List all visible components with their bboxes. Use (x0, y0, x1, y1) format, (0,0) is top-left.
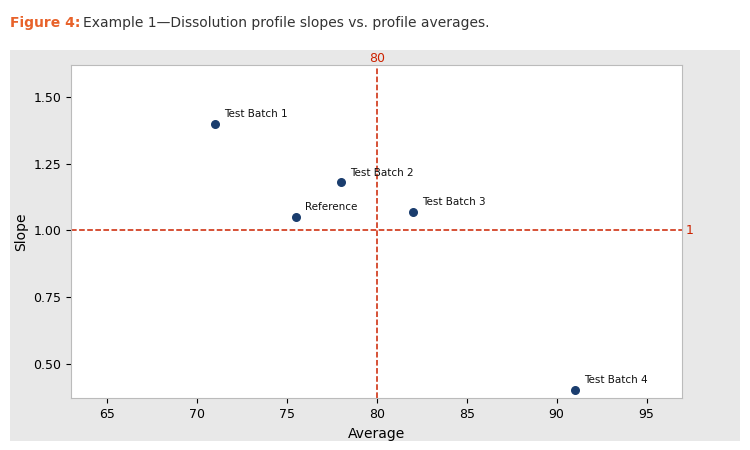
Text: Test Batch 2: Test Batch 2 (350, 168, 413, 178)
Text: 80: 80 (369, 52, 385, 65)
Text: Test Batch 4: Test Batch 4 (584, 375, 647, 386)
Text: Figure 4:: Figure 4: (10, 16, 85, 30)
Text: Reference: Reference (305, 202, 357, 212)
Point (335, 179, 347, 186)
Text: Example 1—Dissolution profile slopes vs. profile averages.: Example 1—Dissolution profile slopes vs.… (83, 16, 490, 30)
Point (406, 208, 418, 216)
Text: 1: 1 (686, 224, 694, 237)
Text: Test Batch 3: Test Batch 3 (422, 197, 485, 207)
X-axis label: Average: Average (348, 427, 406, 441)
Y-axis label: Slope: Slope (14, 212, 28, 251)
Point (290, 213, 302, 220)
Text: Test Batch 1: Test Batch 1 (224, 109, 288, 119)
Point (209, 120, 221, 127)
Point (568, 387, 580, 394)
